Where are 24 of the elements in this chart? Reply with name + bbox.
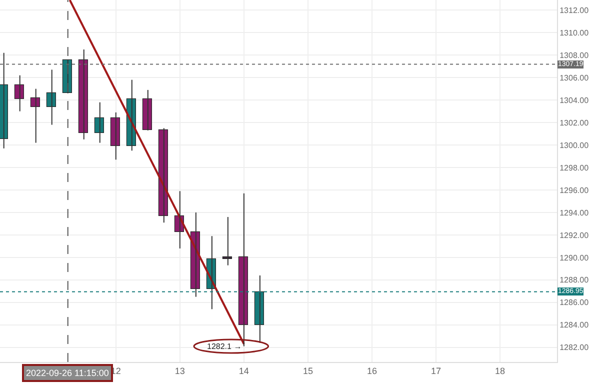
ref-line-label: 2022-09-26 11:15:00 [26, 368, 109, 378]
x-tick-label: 14 [238, 366, 249, 376]
y-tick-label: 1308.00 [560, 50, 590, 60]
x-tick-label: 16 [366, 366, 377, 376]
y-tick-label: 1304.00 [560, 96, 590, 105]
y-tick-label: 1292.00 [560, 230, 590, 240]
y-tick-label: 1294.00 [560, 208, 590, 218]
y-tick-label: 1284.00 [560, 320, 590, 330]
y-tick-label: 1286.00 [560, 298, 590, 308]
y-tick-label: 1302.00 [560, 118, 590, 128]
x-tick-label: 18 [495, 366, 506, 376]
x-tick-label: 13 [174, 366, 185, 376]
y-tick-label: 1312.00 [560, 6, 590, 15]
y-tick-label: 1306.00 [560, 73, 590, 82]
y-tick-label: 1310.00 [560, 28, 590, 38]
x-tick-label: 17 [430, 366, 442, 376]
y-tick-label: 1290.00 [560, 253, 590, 262]
y-tick-label: 1300.00 [560, 140, 590, 150]
y-tick-label: 1298.00 [560, 163, 590, 172]
y-tick-label: 1282.00 [560, 343, 590, 352]
annotation: 1282.1 → [207, 342, 242, 351]
y-tick-label: 1296.00 [560, 186, 590, 195]
y-tick-label: 1288.00 [560, 276, 590, 285]
x-tick-label: 15 [302, 366, 313, 376]
